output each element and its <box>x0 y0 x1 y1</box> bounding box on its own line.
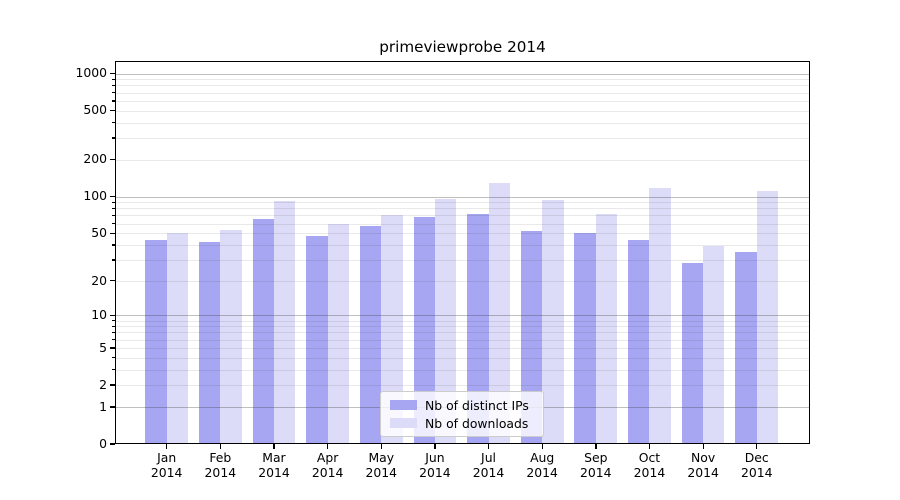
x-tick-mark <box>273 444 275 449</box>
y-tick-label: 2 <box>99 376 107 392</box>
bar-distinct-ips <box>520 231 543 444</box>
x-tick-mark <box>595 444 597 449</box>
x-tick-month: Aug <box>530 450 555 465</box>
x-tick-label: Apr 2014 <box>296 450 360 481</box>
x-tick-mark <box>702 444 704 449</box>
bar-downloads <box>649 187 671 444</box>
bar-downloads <box>488 183 510 444</box>
x-tick-label: Mar 2014 <box>242 450 306 481</box>
x-tick-year: 2014 <box>204 464 237 480</box>
x-tick-mark <box>219 444 222 449</box>
x-tick-month: Dec <box>744 450 769 465</box>
x-tick-label: Jan 2014 <box>135 450 199 481</box>
y-tick-label: 100 <box>83 188 107 204</box>
x-tick-month: Apr <box>316 450 339 465</box>
bar-downloads <box>703 246 725 444</box>
x-tick-mark <box>756 444 758 449</box>
x-tick-mark <box>327 444 329 449</box>
bar-downloads <box>595 213 618 444</box>
x-tick-year: 2014 <box>365 464 398 480</box>
x-tick-label: Oct 2014 <box>617 450 681 481</box>
bar-distinct-ips <box>198 242 221 444</box>
bar-distinct-ips <box>467 213 489 444</box>
x-tick-month: Jul <box>481 450 496 465</box>
x-tick-month: Jun <box>425 450 445 465</box>
y-tick-label: 20 <box>91 272 107 288</box>
bar-distinct-ips <box>735 251 757 444</box>
bar-distinct-ips <box>306 236 328 444</box>
x-tick-month: Jan <box>157 450 177 465</box>
bar-downloads <box>542 199 564 444</box>
x-tick-year: 2014 <box>580 464 612 480</box>
bar-downloads <box>220 230 242 444</box>
legend-entry-distinct-ips: Nb of distinct IPs <box>390 398 543 413</box>
bar-downloads <box>756 190 779 444</box>
bar-distinct-ips <box>145 239 167 444</box>
x-tick-label: Feb 2014 <box>188 450 252 481</box>
x-tick-label: Aug 2014 <box>510 450 574 481</box>
legend-swatch-distinct-ips <box>390 399 417 411</box>
x-tick-label: Jun 2014 <box>403 450 467 481</box>
legend-entry-downloads: Nb of downloads <box>390 416 543 431</box>
y-tick-label: 1000 <box>75 65 107 81</box>
legend-label: Nb of downloads <box>425 415 529 431</box>
y-tick-label: 1 <box>99 398 107 414</box>
y-tick-label: 500 <box>83 102 107 118</box>
bar-downloads <box>166 233 189 444</box>
bar-distinct-ips <box>628 239 650 444</box>
legend-swatch-downloads <box>390 417 417 429</box>
x-tick-mark <box>166 444 168 449</box>
legend-label: Nb of distinct IPs <box>425 397 529 413</box>
bars-layer <box>115 61 810 444</box>
x-tick-year: 2014 <box>472 464 505 480</box>
x-tick-year: 2014 <box>258 464 290 480</box>
x-tick-label: Dec 2014 <box>725 450 789 481</box>
y-tick-label: 0 <box>99 435 107 451</box>
y-tick-label: 50 <box>91 224 107 240</box>
bar-downloads <box>273 200 296 444</box>
x-tick-mark <box>434 444 436 449</box>
x-tick-year: 2014 <box>311 464 344 480</box>
bar-distinct-ips <box>574 233 596 444</box>
x-tick-month: May <box>368 450 395 465</box>
y-tick-label: 5 <box>99 339 107 355</box>
x-tick-year: 2014 <box>633 464 666 480</box>
x-tick-year: 2014 <box>740 464 773 480</box>
x-tick-mark <box>487 444 490 449</box>
x-tick-label: Sep 2014 <box>564 450 628 481</box>
x-tick-label: Jul 2014 <box>457 450 521 481</box>
x-tick-mark <box>380 444 382 449</box>
x-tick-year: 2014 <box>687 464 719 480</box>
y-tick-label: 10 <box>91 307 107 323</box>
chart-title: primeviewprobe 2014 <box>379 38 546 56</box>
bar-downloads <box>327 223 349 444</box>
bar-downloads <box>381 214 403 444</box>
x-tick-month: Oct <box>638 450 661 465</box>
bar-distinct-ips <box>252 219 274 444</box>
x-tick-label: May 2014 <box>349 450 413 481</box>
y-tick-label: 200 <box>83 151 107 167</box>
x-tick-year: 2014 <box>419 464 451 480</box>
x-tick-month: Feb <box>209 450 232 465</box>
x-tick-month: Sep <box>584 450 608 465</box>
bar-distinct-ips <box>359 226 382 444</box>
x-tick-mark <box>541 444 543 449</box>
bar-distinct-ips <box>413 216 435 444</box>
x-tick-month: Nov <box>691 450 716 465</box>
x-tick-label: Nov 2014 <box>671 450 735 481</box>
legend: Nb of distinct IPs Nb of downloads <box>380 391 544 437</box>
x-tick-mark <box>648 444 651 449</box>
x-tick-year: 2014 <box>150 464 183 480</box>
x-tick-month: Mar <box>262 450 286 465</box>
bar-distinct-ips <box>681 263 704 444</box>
x-tick-year: 2014 <box>526 464 558 480</box>
bar-downloads <box>434 199 457 444</box>
